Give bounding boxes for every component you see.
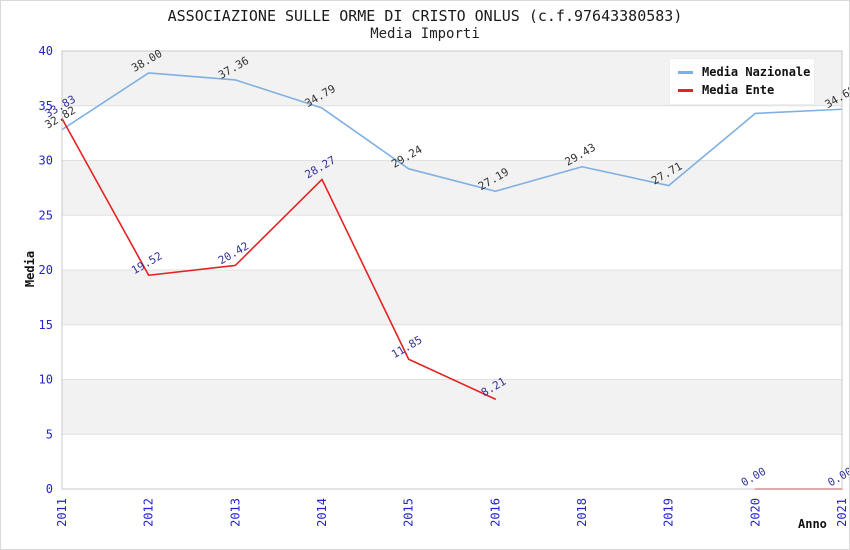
x-tick-label: 2014 (315, 498, 329, 527)
data-label: 0.00 (739, 465, 768, 490)
chart-subtitle: Media Importi (370, 26, 480, 42)
y-tick-label: 30 (39, 154, 53, 168)
y-tick-label: 5 (46, 427, 53, 441)
x-tick-label: 2018 (575, 498, 589, 527)
y-tick-label: 35 (39, 99, 53, 113)
legend-item-nazionale: Media Nazionale (678, 63, 810, 81)
plot-border (61, 50, 843, 490)
legend-label-ente: Media Ente (702, 83, 775, 97)
y-tick-label: 20 (39, 263, 53, 277)
y-tick-label: 40 (39, 44, 53, 58)
x-tick-label: 2015 (402, 498, 416, 527)
y-tick-label: 10 (39, 373, 53, 387)
x-tick-label: 2020 (748, 498, 762, 527)
series-line-ente (61, 117, 497, 400)
legend-item-ente: Media Ente (678, 81, 806, 99)
y-tick-label: 25 (39, 208, 53, 222)
x-tick-label: 2011 (55, 498, 69, 527)
legend: Media Nazionale Media Ente (669, 58, 815, 105)
x-tick-label: 2016 (488, 498, 502, 527)
y-tick-label: 0 (46, 482, 53, 496)
x-tick-label: 2021 (835, 498, 849, 527)
x-axis-title: Anno (798, 517, 827, 531)
plot-band (62, 379, 842, 435)
legend-label-nazionale: Media Nazionale (702, 65, 811, 79)
legend-swatch-nazionale-icon (678, 70, 693, 74)
x-tick-label: 2012 (142, 498, 156, 527)
x-tick-label: 2013 (228, 498, 242, 527)
chart-title: ASSOCIAZIONE SULLE ORME DI CRISTO ONLUS … (167, 7, 683, 25)
y-tick-label: 15 (39, 318, 53, 332)
data-label: 0.00 (826, 465, 850, 490)
plot-band (62, 270, 842, 325)
data-label: 20.42 (216, 239, 251, 267)
series-line-nazionale (61, 72, 843, 193)
plot-band (62, 160, 842, 216)
legend-swatch-ente-icon (678, 88, 693, 92)
x-tick-label: 2019 (662, 498, 676, 527)
y-axis-title: Media (23, 250, 37, 288)
